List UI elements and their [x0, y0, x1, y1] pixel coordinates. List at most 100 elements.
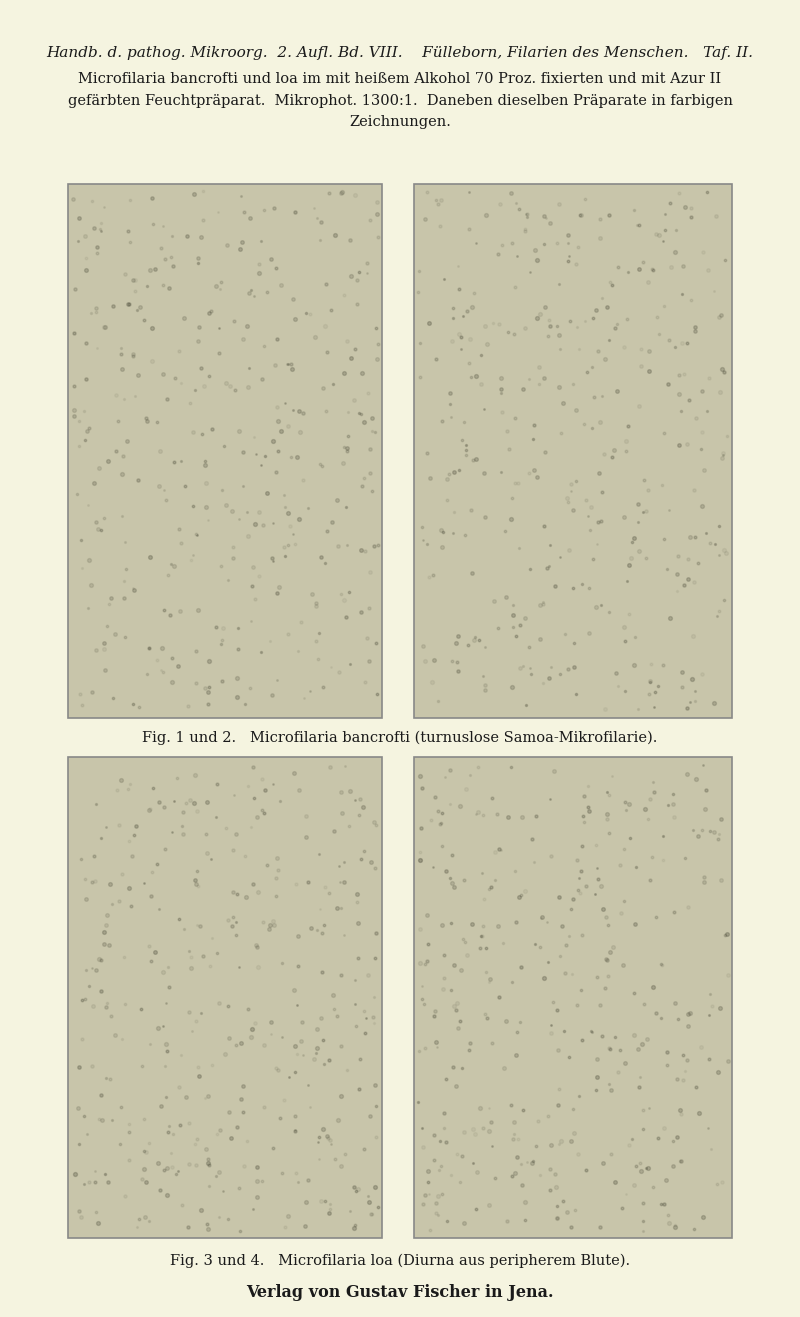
- Point: [689, 691, 702, 712]
- Point: [78, 400, 90, 421]
- Point: [254, 641, 267, 662]
- Point: [591, 869, 604, 890]
- Point: [627, 527, 640, 548]
- Point: [322, 882, 335, 903]
- Point: [238, 202, 250, 223]
- Point: [476, 863, 489, 884]
- Point: [276, 1163, 289, 1184]
- Point: [566, 578, 579, 599]
- Point: [508, 1112, 521, 1133]
- Point: [321, 520, 334, 541]
- Point: [365, 1204, 378, 1225]
- Point: [87, 217, 100, 238]
- Point: [186, 421, 199, 443]
- Point: [470, 232, 482, 253]
- Point: [187, 793, 200, 814]
- Point: [125, 896, 138, 917]
- Point: [104, 873, 117, 894]
- Point: [534, 594, 546, 615]
- Point: [175, 815, 188, 836]
- Point: [111, 780, 124, 801]
- Point: [642, 684, 655, 705]
- Point: [118, 263, 131, 284]
- Point: [636, 502, 649, 523]
- Point: [419, 651, 432, 672]
- Point: [230, 1034, 242, 1055]
- Point: [352, 402, 365, 423]
- Point: [483, 971, 496, 992]
- Point: [444, 382, 457, 403]
- Point: [530, 466, 543, 487]
- Point: [248, 286, 261, 307]
- Point: [503, 439, 516, 460]
- Point: [431, 1185, 444, 1206]
- Point: [506, 616, 519, 637]
- Point: [545, 1014, 558, 1035]
- Point: [474, 374, 487, 395]
- Point: [690, 768, 702, 789]
- Point: [358, 468, 370, 489]
- Point: [562, 246, 575, 267]
- Point: [190, 873, 202, 894]
- Point: [667, 901, 680, 922]
- Point: [140, 1142, 153, 1163]
- Point: [530, 1135, 542, 1156]
- Point: [498, 1058, 510, 1079]
- Point: [710, 205, 722, 227]
- Point: [447, 996, 460, 1017]
- Point: [179, 475, 192, 497]
- Point: [640, 548, 653, 569]
- Point: [142, 799, 155, 820]
- Point: [210, 943, 223, 964]
- Point: [545, 1022, 558, 1043]
- Point: [434, 1156, 447, 1177]
- Point: [553, 194, 566, 215]
- Point: [301, 1075, 314, 1096]
- Point: [210, 1123, 223, 1144]
- Point: [171, 1160, 184, 1181]
- Point: [350, 294, 363, 315]
- Point: [494, 378, 507, 399]
- Point: [139, 408, 152, 429]
- Point: [718, 590, 730, 611]
- Point: [521, 1151, 534, 1172]
- Point: [227, 785, 240, 806]
- Point: [226, 915, 238, 936]
- Point: [79, 369, 92, 390]
- Point: [558, 623, 571, 644]
- Point: [253, 502, 266, 523]
- Point: [362, 651, 375, 672]
- Point: [162, 1122, 174, 1143]
- Point: [282, 535, 294, 556]
- Point: [188, 183, 201, 204]
- Point: [538, 233, 550, 254]
- Point: [283, 515, 296, 536]
- Point: [578, 311, 591, 332]
- Point: [128, 386, 141, 407]
- Point: [342, 817, 355, 838]
- Point: [438, 967, 450, 988]
- Point: [650, 223, 662, 244]
- Text: Fig. 1 und 2.   Microfilaria bancrofti (turnuslose Samoa-Mikrofilarie).: Fig. 1 und 2. Microfilaria bancrofti (tu…: [142, 731, 658, 745]
- Point: [138, 309, 150, 331]
- Point: [544, 315, 557, 336]
- Point: [98, 1163, 111, 1184]
- Point: [281, 353, 294, 374]
- Point: [165, 246, 178, 267]
- Point: [202, 1152, 214, 1173]
- Point: [138, 873, 150, 894]
- Point: [465, 296, 478, 317]
- Point: [204, 955, 217, 976]
- Point: [182, 1002, 195, 1023]
- Point: [174, 601, 186, 622]
- Point: [534, 936, 546, 957]
- Point: [334, 1085, 347, 1106]
- Point: [92, 519, 105, 540]
- Point: [341, 331, 354, 352]
- Point: [256, 768, 269, 789]
- Point: [482, 1195, 495, 1216]
- Point: [601, 781, 614, 802]
- Point: [189, 379, 202, 400]
- Point: [93, 1109, 106, 1130]
- Point: [657, 849, 670, 871]
